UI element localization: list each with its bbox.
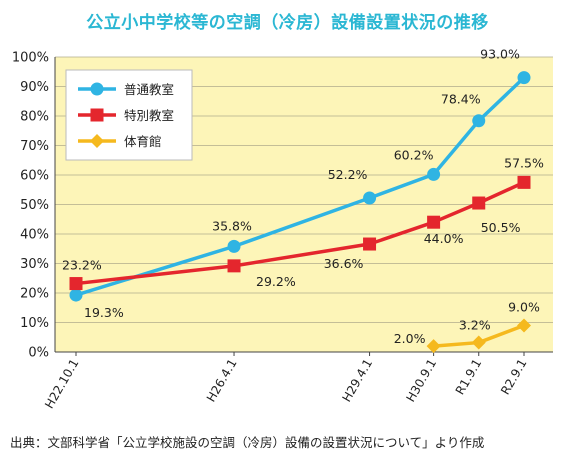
legend-marker bbox=[90, 108, 104, 122]
data-point bbox=[427, 215, 441, 229]
y-tick-label: 40% bbox=[20, 228, 49, 243]
legend-label: 特別教室 bbox=[124, 108, 174, 123]
data-point bbox=[69, 277, 83, 291]
x-tick-label: H29.4.1 bbox=[339, 357, 375, 405]
y-tick-label: 60% bbox=[20, 169, 49, 184]
data-point bbox=[363, 237, 377, 251]
y-tick-label: 50% bbox=[20, 198, 49, 213]
y-tick-label: 90% bbox=[20, 80, 49, 95]
data-label: 93.0% bbox=[480, 47, 520, 62]
data-label: 57.5% bbox=[504, 155, 544, 170]
y-tick-label: 70% bbox=[20, 139, 49, 154]
data-point bbox=[426, 339, 441, 354]
legend-label: 普通教室 bbox=[124, 82, 174, 97]
data-label: 60.2% bbox=[394, 147, 434, 162]
y-tick-label: 80% bbox=[20, 110, 49, 125]
y-tick-label: 10% bbox=[20, 316, 49, 331]
series-line bbox=[75, 180, 525, 286]
data-point bbox=[472, 196, 486, 210]
data-label: 23.2% bbox=[62, 258, 102, 273]
data-label: 2.0% bbox=[394, 331, 426, 346]
source-note: 出典：文部科学省「公立学校施設の空調（冷房）設備の設置状況について」より作成 bbox=[10, 435, 485, 450]
data-label: 50.5% bbox=[481, 220, 521, 235]
data-label: 78.4% bbox=[441, 92, 481, 107]
x-tick-label: H22.10.1 bbox=[42, 357, 82, 411]
x-tick-label: R1.9.1 bbox=[453, 357, 485, 398]
legend-marker bbox=[90, 134, 104, 148]
data-label: 3.2% bbox=[459, 318, 491, 333]
data-point bbox=[227, 259, 241, 273]
data-point bbox=[517, 71, 531, 85]
chart-title: 公立小中学校等の空調（冷房）設備設置状況の推移 bbox=[86, 13, 489, 33]
y-tick-label: 20% bbox=[20, 287, 49, 302]
data-point bbox=[69, 288, 83, 302]
y-tick-label: 30% bbox=[20, 257, 49, 272]
data-label: 29.2% bbox=[256, 274, 296, 289]
x-tick-label: H26.4.1 bbox=[204, 357, 240, 405]
data-label: 44.0% bbox=[424, 231, 464, 246]
data-label: 35.8% bbox=[212, 218, 252, 233]
legend-marker bbox=[90, 82, 104, 96]
y-tick-label: 100% bbox=[12, 51, 49, 66]
legend-label: 体育館 bbox=[124, 134, 162, 149]
data-point bbox=[472, 114, 486, 128]
data-point bbox=[227, 239, 241, 253]
y-tick-label: 0% bbox=[28, 346, 49, 361]
data-point bbox=[363, 191, 377, 205]
data-label: 36.6% bbox=[324, 256, 364, 271]
x-tick-label: H30.9.1 bbox=[403, 357, 439, 405]
data-label: 52.2% bbox=[328, 167, 368, 182]
x-tick-label: R2.9.1 bbox=[498, 357, 530, 398]
data-label: 19.3% bbox=[84, 305, 124, 320]
data-point bbox=[471, 335, 486, 350]
data-point bbox=[427, 167, 441, 181]
data-label: 9.0% bbox=[508, 299, 540, 314]
data-point bbox=[517, 175, 531, 189]
data-point bbox=[517, 318, 531, 333]
series-line bbox=[75, 76, 526, 297]
